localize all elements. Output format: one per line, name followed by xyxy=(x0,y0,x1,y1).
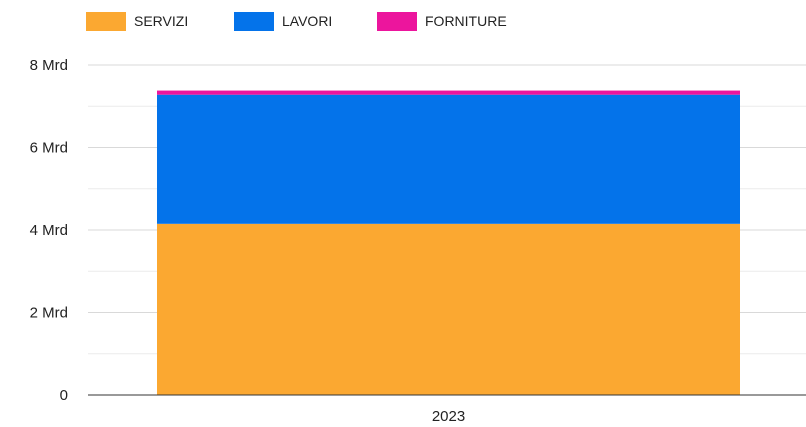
legend-item-forniture[interactable]: FORNITURE xyxy=(377,12,507,31)
legend-label: SERVIZI xyxy=(134,13,188,29)
x-tick-label: 2023 xyxy=(432,408,465,425)
bars xyxy=(157,90,740,395)
y-tick-label: 8 Mrd xyxy=(30,57,68,74)
y-tick-label: 4 Mrd xyxy=(30,222,68,239)
bar-segment-servizi[interactable] xyxy=(157,223,740,395)
y-axis: 0 2 Mrd 4 Mrd 6 Mrd 8 Mrd xyxy=(30,57,68,404)
y-tick-label: 0 xyxy=(60,387,68,404)
legend-label: LAVORI xyxy=(282,13,332,29)
y-tick-label: 6 Mrd xyxy=(30,140,68,157)
legend-item-servizi[interactable]: SERVIZI xyxy=(86,12,188,31)
bar-segment-forniture[interactable] xyxy=(157,90,740,95)
legend-item-lavori[interactable]: LAVORI xyxy=(234,12,332,31)
legend-swatch xyxy=(377,12,417,31)
bar-segment-lavori[interactable] xyxy=(157,94,740,224)
legend: SERVIZI LAVORI FORNITURE xyxy=(86,12,507,31)
y-tick-label: 2 Mrd xyxy=(30,305,68,322)
legend-swatch xyxy=(234,12,274,31)
x-axis: 2023 xyxy=(432,408,465,425)
legend-swatch xyxy=(86,12,126,31)
legend-label: FORNITURE xyxy=(425,13,507,29)
